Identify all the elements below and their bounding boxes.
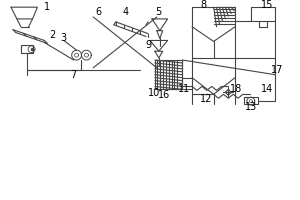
Text: 3: 3	[61, 33, 67, 43]
Text: 17: 17	[271, 65, 283, 75]
Text: 11: 11	[178, 84, 190, 94]
Text: 4: 4	[122, 7, 129, 17]
Text: 7: 7	[70, 70, 77, 80]
Text: 18: 18	[230, 84, 242, 94]
Text: 16: 16	[158, 90, 170, 100]
Text: 8: 8	[201, 0, 207, 10]
Text: 10: 10	[148, 88, 160, 98]
Text: 1: 1	[44, 2, 50, 12]
Text: 6: 6	[95, 7, 101, 17]
Text: 14: 14	[261, 84, 274, 94]
Text: 13: 13	[245, 102, 257, 112]
Text: 15: 15	[261, 0, 274, 10]
Text: 12: 12	[200, 94, 212, 104]
Text: 9: 9	[145, 40, 151, 50]
Text: 2: 2	[49, 30, 55, 40]
Text: 5: 5	[155, 7, 161, 17]
